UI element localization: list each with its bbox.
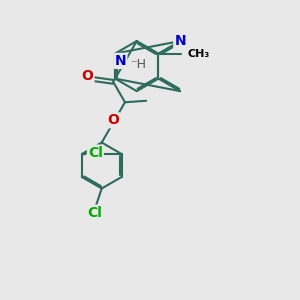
Text: Cl: Cl: [87, 206, 102, 220]
Text: N: N: [174, 34, 186, 48]
Text: ⁻H: ⁻H: [130, 58, 146, 71]
Text: O: O: [107, 113, 119, 127]
Text: Cl: Cl: [88, 146, 103, 160]
Text: O: O: [82, 69, 94, 83]
Text: N: N: [115, 54, 126, 68]
Text: CH₃: CH₃: [188, 49, 210, 58]
